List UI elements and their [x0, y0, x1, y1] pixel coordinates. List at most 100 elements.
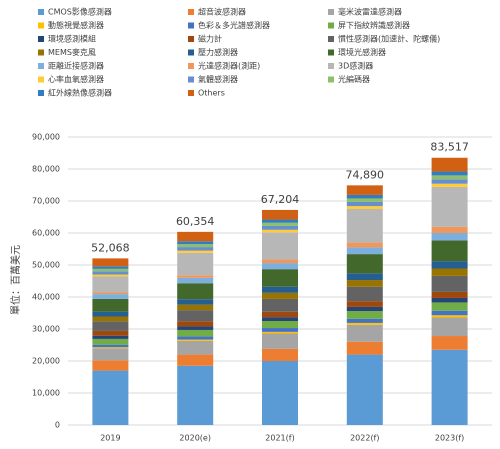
bar-segment: [177, 231, 214, 242]
legend-label: 色彩＆多光譜感測器: [198, 20, 270, 30]
legend-label: 動態視覺感測器: [48, 20, 104, 30]
bar-segment: [346, 306, 383, 312]
bar-segment: [92, 266, 129, 269]
bar-segment: [431, 240, 468, 262]
bar-segment: [431, 297, 468, 303]
bar-segment: [177, 252, 214, 276]
bar-segment: [262, 269, 298, 287]
x-tick-label: 2022(f): [350, 434, 379, 443]
bar-segment: [431, 317, 468, 337]
bar-segment: [92, 348, 129, 361]
bar-segment: [431, 171, 468, 176]
bar-segment: [431, 268, 468, 276]
bar-segment: [346, 341, 383, 355]
bar-segment: [346, 201, 383, 207]
bar-segment: [92, 311, 129, 317]
bar-segment: [431, 336, 468, 350]
bar-segment: [177, 365, 214, 425]
y-tick-label: 40,000: [32, 293, 60, 302]
total-label: 74,890: [346, 168, 385, 181]
bar-segment: [346, 280, 383, 287]
y-tick-label: 80,000: [32, 165, 60, 174]
legend-swatch: [328, 63, 334, 69]
bar-segment: [177, 283, 214, 300]
bar-segment: [346, 185, 383, 195]
bar-segment: [346, 324, 383, 342]
bar-segment: [431, 261, 468, 269]
legend-label: 3D感測器: [338, 61, 373, 71]
legend-swatch: [38, 22, 44, 29]
bar-segment: [92, 292, 129, 295]
bar-segment: [431, 315, 468, 318]
bar-segment: [431, 233, 468, 241]
bar-segment: [431, 349, 468, 425]
bar-segment: [92, 338, 129, 345]
bar-segment: [177, 244, 214, 248]
legend-label: CMOS影像感測器: [48, 7, 112, 17]
bar-segment: [92, 344, 129, 348]
bar-segment: [262, 259, 298, 264]
y-tick-label: 0: [55, 421, 60, 430]
bar-segment: [431, 302, 468, 311]
bar-segment: [177, 339, 214, 341]
bar-segment: [346, 198, 383, 202]
legend-swatch: [328, 76, 334, 83]
bar-segment: [262, 333, 298, 349]
legend-label: 光編碼器: [338, 74, 370, 84]
bar-segment: [92, 360, 129, 371]
bar-segment: [92, 268, 129, 272]
legend-label: MEMS麥克風: [48, 47, 96, 57]
bar-segment: [262, 222, 298, 226]
legend-label: 紅外線熱像感測器: [48, 88, 112, 98]
bar-segment: [92, 298, 129, 312]
bar-segment: [92, 370, 129, 425]
bar-segment: [431, 310, 468, 316]
x-tick-label: 2023(f): [435, 434, 464, 443]
y-tick-label: 70,000: [32, 197, 60, 206]
x-tick-label: 2020(e): [179, 434, 211, 443]
bar-segment: [262, 263, 298, 270]
bar-segment: [177, 354, 214, 366]
total-label: 83,517: [430, 141, 469, 154]
legend-label: 環境光感測器: [338, 47, 386, 57]
bar-segment: [177, 241, 214, 245]
legend-label: 心率血氧感測器: [48, 74, 104, 84]
bar-segment: [346, 273, 383, 281]
bar-segment: [177, 340, 214, 355]
legend-label: 毫米波雷達感測器: [338, 7, 402, 17]
bar-segment: [346, 242, 383, 248]
y-tick-label: 50,000: [32, 261, 60, 270]
bar-segment: [177, 329, 214, 337]
legend-swatch: [38, 49, 44, 56]
bar-segment: [262, 321, 298, 329]
legend-swatch: [38, 63, 44, 69]
legend-swatch: [188, 63, 194, 69]
bar-segment: [92, 258, 129, 267]
bar-segment: [431, 175, 468, 180]
bar-segment: [177, 321, 214, 327]
legend-label: 氣體感測器: [198, 74, 238, 84]
bar-segment: [92, 274, 129, 277]
legend-swatch: [38, 36, 44, 42]
y-tick-label: 20,000: [32, 357, 60, 366]
bar-segment: [177, 304, 214, 311]
y-axis-label: 單位：百萬美元: [9, 245, 22, 315]
bar-segment: [346, 247, 383, 255]
bar-segment: [177, 250, 214, 253]
x-tick-label: 2019: [100, 434, 120, 443]
legend-label: 光達感測器(測距): [198, 61, 260, 71]
bar-segment: [262, 219, 298, 223]
total-label: 67,204: [261, 193, 300, 206]
legend-label: Others: [198, 89, 225, 98]
bar-segment: [346, 311, 383, 319]
bar-segment: [92, 335, 129, 339]
bar-segment: [431, 179, 468, 184]
bar-segment: [92, 276, 129, 293]
legend-label: 距離近接感測器: [48, 61, 104, 71]
legend-swatch: [328, 36, 334, 42]
bar-segment: [92, 330, 129, 336]
bar-segment: [262, 292, 298, 299]
bar-segment: [262, 209, 298, 220]
bar-segment: [262, 348, 298, 361]
